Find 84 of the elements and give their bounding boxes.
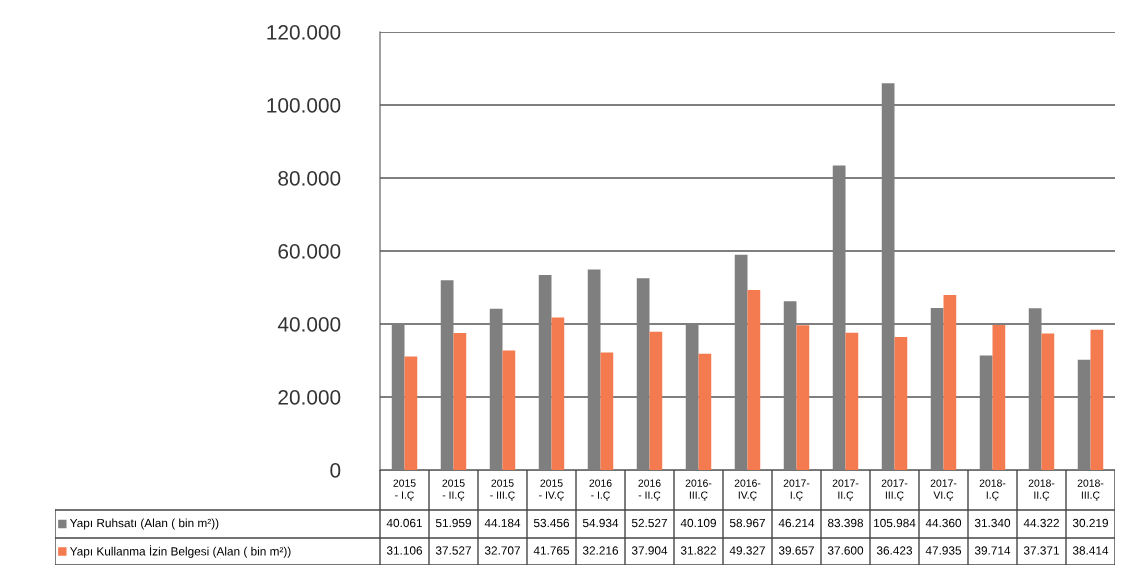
bar (1090, 329, 1104, 470)
data-label: 37.371 (1023, 546, 1059, 555)
data-label: 39.714 (974, 546, 1011, 555)
data-label: 44.360 (925, 518, 962, 528)
data-label: 46.214 (778, 518, 815, 528)
bar (391, 323, 405, 470)
bar (881, 83, 895, 470)
y-tick-label: 40.000 (277, 317, 341, 332)
data-label: 40.109 (680, 518, 716, 528)
bar (894, 337, 908, 470)
x-tick-label: 2017- II.Ç (832, 479, 859, 501)
data-label: 83.398 (827, 518, 864, 528)
y-tick-label: 20.000 (278, 390, 341, 405)
x-tick-label: 2015 - I.Ç (393, 479, 416, 501)
bar (1041, 333, 1055, 470)
x-tick-label: 2017- III.Ç (881, 479, 908, 501)
data-label: 49.327 (729, 546, 765, 555)
data-label: 31.822 (680, 546, 716, 555)
bar (489, 308, 503, 470)
bar (502, 350, 516, 470)
bar (404, 356, 418, 470)
bar (453, 333, 467, 470)
data-label: 39.657 (778, 546, 814, 555)
bar (1077, 359, 1091, 470)
legend-label: Yapı Ruhsatı (Alan ( bin m²)) (69, 518, 219, 530)
bar (783, 301, 797, 470)
y-tick-label: 100.000 (267, 98, 341, 113)
x-tick-label: 2015 - II.Ç (442, 479, 465, 501)
bar (538, 274, 552, 470)
bar (551, 317, 565, 470)
bar (992, 325, 1006, 470)
data-label: 51.959 (435, 518, 471, 528)
data-label: 31.106 (386, 546, 423, 555)
x-tick-label: 2017- VI.Ç (930, 479, 957, 501)
x-tick-label: 2018- III.Ç (1077, 479, 1104, 501)
bar (832, 165, 846, 470)
bar (440, 280, 454, 470)
x-tick-label: 2018- I.Ç (979, 479, 1006, 501)
data-label: 105.984 (874, 518, 916, 528)
x-tick-label: 2017- I.Ç (783, 479, 810, 501)
data-label: 41.765 (533, 546, 570, 555)
data-label: 37.600 (827, 546, 864, 555)
y-tick-label: 60.000 (278, 244, 341, 259)
data-label: 53.456 (533, 518, 570, 528)
bar (943, 295, 957, 470)
x-tick-label: 2015 - III.Ç (490, 479, 515, 501)
data-label: 32.216 (582, 546, 619, 555)
bar (587, 269, 601, 470)
bar (979, 355, 993, 470)
bar (747, 289, 761, 470)
x-tick-label: 2018- II.Ç (1028, 479, 1055, 501)
x-tick-label: 2016- IV.Ç (734, 479, 761, 501)
data-label: 32.707 (484, 546, 520, 555)
data-label: 31.340 (974, 518, 1011, 528)
x-tick-label: 2016 - I.Ç (589, 479, 612, 501)
data-label: 44.184 (484, 518, 521, 528)
data-label: 44.322 (1023, 518, 1059, 528)
data-label: 54.934 (582, 518, 619, 528)
bar (649, 331, 663, 470)
data-label: 37.904 (631, 546, 668, 555)
data-label: 47.935 (925, 546, 962, 555)
data-label: 38.414 (1072, 546, 1109, 555)
bar (685, 323, 699, 470)
data-label: 58.967 (729, 518, 765, 528)
bar (1028, 308, 1042, 470)
x-tick-label: 2016 - II.Ç (638, 479, 661, 501)
bar (636, 278, 650, 470)
data-label: 40.061 (386, 518, 422, 528)
y-tick-label: 120.000 (267, 25, 341, 40)
bar (845, 332, 859, 470)
bar (796, 325, 810, 470)
bar (930, 308, 944, 470)
data-label: 36.423 (876, 546, 913, 555)
y-tick-label: 0 (330, 463, 341, 478)
data-label: 30.219 (1072, 518, 1108, 528)
bar (734, 254, 748, 470)
bar (600, 352, 614, 470)
y-tick-label: 80.000 (278, 171, 341, 186)
legend-label: Yapı Kullanma İzin Belgesi (Alan ( bin m²)) (69, 545, 291, 558)
x-tick-label: 2015 - IV.Ç (539, 479, 564, 501)
data-label: 52.527 (631, 518, 667, 528)
x-tick-label: 2016- III.Ç (685, 479, 712, 501)
data-label: 37.527 (435, 546, 471, 555)
bar (698, 353, 712, 470)
